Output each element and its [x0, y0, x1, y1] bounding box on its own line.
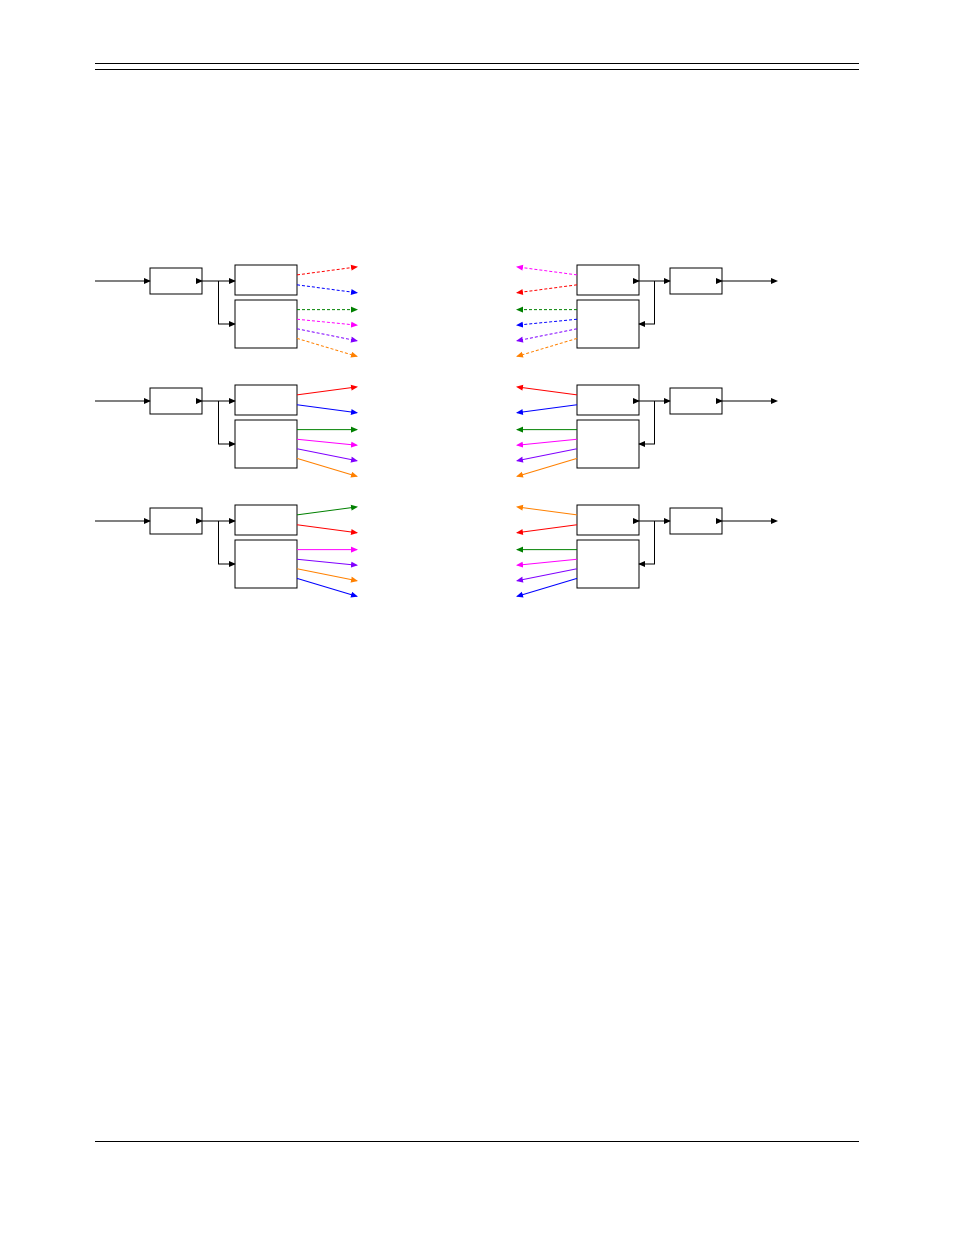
header-rule-top [95, 63, 859, 64]
footer-rule [95, 1141, 859, 1142]
figure [95, 260, 859, 635]
page [0, 0, 954, 1235]
figure-svg [95, 260, 859, 630]
header-rule-bottom [95, 69, 859, 70]
header [95, 60, 859, 70]
